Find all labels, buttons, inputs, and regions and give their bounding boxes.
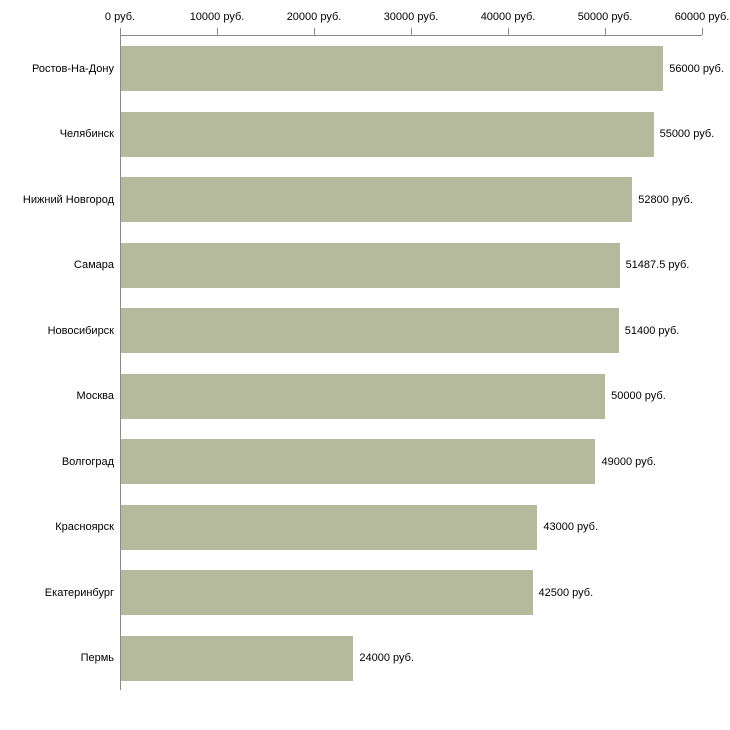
value-label: 55000 руб. (659, 128, 715, 141)
x-tick-label: 20000 руб. (286, 11, 342, 23)
plot-area: Ростов-На-Дону 56000 руб. Челябинск 55000 р… (23, 35, 724, 692)
value-label: 56000 руб. (669, 62, 724, 75)
bar (121, 177, 633, 223)
x-tick-label: 40000 руб. (480, 11, 536, 23)
bar-row: Волгоград 49000 руб. (62, 429, 702, 495)
category-label: Самара (73, 259, 114, 272)
x-tick-label: 0 руб. (104, 11, 136, 23)
bar (121, 504, 538, 550)
value-label: 51487.5 руб. (625, 259, 690, 272)
x-tick-label: 60000 руб. (674, 11, 730, 23)
bar (121, 111, 654, 157)
category-label: Волгоград (61, 455, 114, 468)
category-label: Пермь (80, 652, 114, 665)
category-label: Ростов-На-Дону (31, 62, 114, 75)
x-tick-label: 30000 руб. (383, 11, 439, 23)
category-label: Новосибирск (47, 324, 114, 337)
bar-row: Красноярск 43000 руб. (55, 495, 702, 561)
bar-row: Новосибирск 51400 руб. (48, 298, 702, 364)
category-label: Екатеринбург (44, 586, 114, 599)
value-label: 49000 руб. (601, 455, 657, 468)
bar-row: Ростов-На-Дону 56000 руб. (32, 36, 724, 102)
x-tick-mark (217, 28, 218, 35)
bar (121, 242, 620, 288)
category-label: Челябинск (59, 128, 114, 141)
bar (121, 439, 596, 485)
x-tick-label: 10000 руб. (189, 11, 245, 23)
bar-row: Самара 51487.5 руб. (74, 233, 702, 299)
category-label: Москва (76, 390, 114, 403)
x-tick-mark (702, 28, 703, 35)
bar (121, 570, 533, 616)
x-tick-mark (411, 28, 412, 35)
x-tick-mark (605, 28, 606, 35)
bar (121, 635, 354, 681)
x-tick-label: 50000 руб. (577, 11, 633, 23)
category-label: Красноярск (55, 521, 114, 534)
value-label: 42500 руб. (538, 586, 594, 599)
bar (121, 46, 664, 92)
x-tick-mark (314, 28, 315, 35)
value-label: 51400 руб. (624, 324, 680, 337)
category-label: Нижний Новгород (22, 193, 114, 206)
bar-row: Челябинск 55000 руб. (60, 102, 714, 168)
bar-row: Москва 50000 руб. (76, 364, 702, 430)
x-tick-mark (508, 28, 509, 35)
bar (121, 373, 606, 419)
bar-row: Пермь 24000 руб. (81, 626, 702, 692)
bar-row: Нижний Новгород 52800 руб. (23, 167, 702, 233)
value-label: 24000 руб. (359, 652, 415, 665)
value-label: 43000 руб. (543, 521, 598, 534)
value-label: 52800 руб. (638, 193, 693, 206)
bar (121, 308, 619, 354)
x-tick-mark (120, 28, 121, 35)
value-label: 50000 руб. (611, 390, 666, 403)
bar-row: Екатеринбург 42500 руб. (45, 560, 702, 626)
